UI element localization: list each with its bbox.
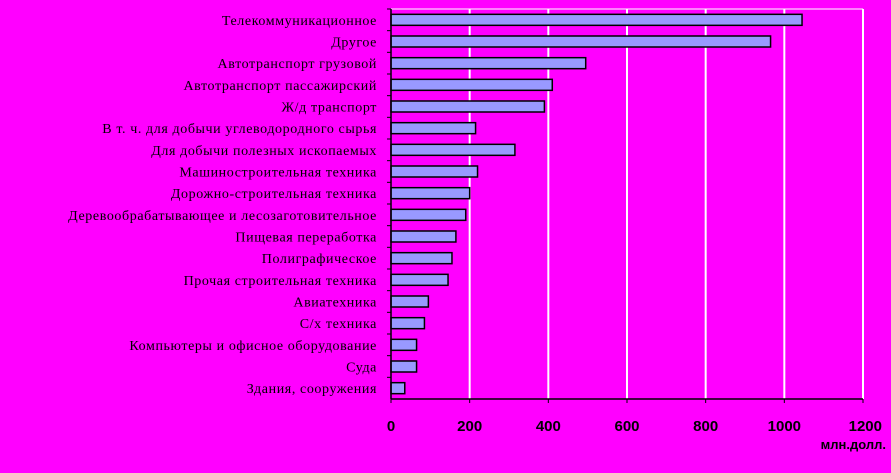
axes bbox=[387, 8, 864, 403]
category-label-0: Телекоммуникационное bbox=[222, 14, 377, 29]
bar-12 bbox=[390, 273, 449, 287]
bar-6 bbox=[390, 143, 516, 157]
category-label-16: Суда bbox=[346, 361, 377, 376]
category-label-5: В т. ч. для добычи углеводородного сырья bbox=[102, 122, 377, 137]
category-label-9: Деревообрабатывающее и лесозаготовительн… bbox=[68, 209, 377, 224]
x-tick-label-200: 200 bbox=[457, 418, 482, 435]
x-tick-label-400: 400 bbox=[536, 418, 561, 435]
category-label-14: С/х техника bbox=[300, 317, 377, 332]
category-label-4: Ж/д транспорт bbox=[282, 101, 378, 116]
x-axis-unit-label: млн.долл. bbox=[821, 437, 886, 452]
bars bbox=[390, 13, 803, 395]
bar-17 bbox=[390, 381, 406, 395]
bar-13 bbox=[390, 295, 430, 308]
bar-7 bbox=[390, 165, 479, 178]
category-label-8: Дорожно-строительная техника bbox=[171, 187, 377, 202]
bar-0 bbox=[390, 13, 803, 27]
bar-3 bbox=[390, 78, 554, 92]
bar-5 bbox=[390, 121, 477, 135]
bar-11 bbox=[390, 251, 453, 265]
bar-16 bbox=[390, 360, 418, 373]
x-tick-labels: 0 200 400 600 800 1000 1200 bbox=[387, 418, 882, 435]
x-tick-label-1200: 1200 bbox=[849, 418, 882, 435]
bar-9 bbox=[390, 208, 467, 222]
category-labels: Телекоммуникационное Другое Автотранспорт … bbox=[68, 14, 378, 397]
x-tick-label-0: 0 bbox=[387, 418, 395, 435]
x-tick-label-600: 600 bbox=[614, 418, 639, 435]
category-label-12: Прочая строительная техника bbox=[184, 274, 378, 289]
bar-2 bbox=[390, 56, 587, 70]
category-label-6: Для добычи полезных ископаемых bbox=[151, 144, 377, 159]
category-label-1: Другое bbox=[331, 36, 377, 51]
x-tick-label-1000: 1000 bbox=[768, 418, 801, 435]
bar-14 bbox=[390, 316, 426, 330]
bar-8 bbox=[390, 186, 471, 200]
category-label-3: Автотранспорт пассажирский bbox=[183, 79, 377, 94]
bar-4 bbox=[390, 100, 546, 113]
bar-15 bbox=[390, 338, 418, 352]
bar-10 bbox=[390, 230, 457, 243]
gridlines bbox=[391, 8, 864, 399]
category-label-15: Компьютеры и офисное оборудование bbox=[129, 339, 377, 354]
bar-1 bbox=[390, 35, 772, 48]
x-tick-label-800: 800 bbox=[693, 418, 718, 435]
category-label-17: Здания, сооружения bbox=[247, 382, 377, 397]
category-label-13: Авиатехника bbox=[293, 296, 377, 311]
category-label-2: Автотранспорт грузовой bbox=[218, 57, 377, 72]
category-label-11: Полиграфическое bbox=[262, 252, 377, 267]
category-label-7: Машиностроительная техника bbox=[179, 166, 377, 181]
category-label-10: Пищевая переработка bbox=[235, 231, 377, 246]
